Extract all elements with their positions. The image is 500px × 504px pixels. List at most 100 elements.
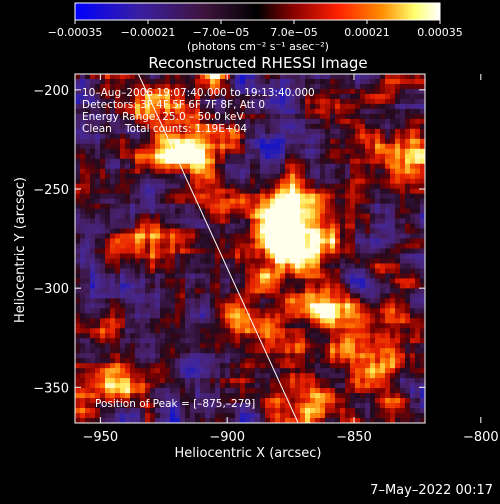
heatmap-cell — [305, 258, 311, 265]
heatmap-cell — [420, 153, 425, 160]
heatmap-cell — [265, 148, 271, 155]
heatmap-cell — [120, 288, 126, 294]
heatmap-cell — [250, 378, 256, 384]
heatmap-cell — [355, 383, 361, 389]
heatmap-cell — [245, 83, 251, 90]
heatmap-cell — [150, 88, 156, 95]
heatmap-cell — [140, 233, 146, 240]
heatmap-cell — [415, 308, 421, 314]
heatmap-cell — [235, 393, 241, 399]
heatmap-cell — [335, 283, 341, 289]
heatmap-cell — [290, 203, 296, 210]
heatmap-cell — [390, 233, 396, 240]
heatmap-cell — [200, 393, 206, 399]
heatmap-cell — [240, 388, 246, 394]
heatmap-cell — [350, 328, 356, 334]
heatmap-cell — [405, 74, 411, 80]
heatmap-cell — [325, 148, 331, 155]
heatmap-cell — [255, 348, 261, 354]
heatmap-cell — [225, 403, 231, 409]
heatmap-cell — [375, 328, 381, 334]
heatmap-cell — [135, 163, 141, 170]
heatmap-cell — [85, 203, 91, 210]
heatmap-cell — [380, 168, 386, 175]
heatmap-cell — [265, 233, 271, 240]
heatmap-cell — [160, 273, 166, 280]
heatmap-cell — [405, 303, 411, 309]
heatmap-cell — [85, 133, 91, 140]
heatmap-cell — [360, 278, 366, 284]
heatmap-cell — [120, 413, 126, 419]
heatmap-cell — [340, 248, 346, 255]
heatmap-cell — [325, 93, 331, 100]
heatmap-cell — [175, 263, 181, 270]
heatmap-cell — [110, 88, 116, 95]
heatmap-cell — [160, 403, 166, 409]
heatmap-cell — [415, 258, 421, 265]
heatmap-cell — [205, 74, 211, 80]
heatmap-cell — [150, 283, 156, 289]
heatmap-cell — [95, 403, 101, 409]
heatmap-cell — [100, 103, 106, 110]
heatmap-cell — [410, 88, 416, 95]
heatmap-cell — [295, 98, 301, 105]
heatmap-cell — [235, 413, 241, 419]
heatmap-cell — [110, 413, 116, 419]
heatmap-cell — [230, 138, 236, 145]
heatmap-cell — [185, 413, 191, 419]
heatmap-cell — [225, 258, 231, 265]
heatmap-cell — [255, 178, 261, 185]
heatmap-cell — [205, 358, 211, 364]
heatmap-cell — [145, 98, 151, 105]
heatmap-cell — [345, 193, 351, 200]
heatmap-cell — [185, 273, 191, 280]
heatmap-cell — [385, 283, 391, 289]
heatmap-cell — [120, 258, 126, 265]
heatmap-cell — [195, 88, 201, 95]
heatmap-cell — [190, 383, 196, 389]
heatmap-cell — [155, 363, 161, 369]
heatmap-cell — [275, 183, 281, 190]
heatmap-cell — [315, 98, 321, 105]
heatmap-cell — [330, 348, 336, 354]
heatmap-cell — [75, 198, 81, 205]
heatmap-cell — [255, 83, 261, 90]
heatmap-cell — [365, 278, 371, 284]
heatmap-cell — [310, 258, 316, 265]
heatmap-cell — [340, 178, 346, 185]
heatmap-cell — [100, 213, 106, 220]
heatmap-cell — [420, 373, 425, 379]
heatmap-cell — [310, 83, 316, 90]
heatmap-cell — [180, 143, 186, 150]
heatmap-cell — [150, 208, 156, 215]
heatmap-cell — [235, 333, 241, 339]
heatmap-cell — [335, 88, 341, 95]
heatmap-cell — [420, 308, 425, 314]
heatmap-cell — [160, 348, 166, 354]
heatmap-cell — [330, 153, 336, 160]
heatmap-cell — [180, 238, 186, 245]
heatmap-cell — [320, 103, 326, 110]
heatmap-cell — [165, 238, 171, 245]
heatmap-cell — [400, 168, 406, 175]
heatmap-cell — [380, 388, 386, 394]
heatmap-cell — [250, 98, 256, 105]
heatmap-cell — [90, 298, 96, 304]
heatmap-cell — [375, 278, 381, 284]
heatmap-cell — [360, 338, 366, 344]
heatmap-cell — [270, 198, 276, 205]
heatmap-cell — [405, 128, 411, 135]
heatmap-cell — [340, 118, 346, 125]
heatmap-cell — [235, 418, 241, 423]
heatmap-cell — [240, 98, 246, 105]
heatmap-cell — [170, 83, 176, 90]
heatmap-cell — [305, 153, 311, 160]
heatmap-cell — [290, 118, 296, 125]
heatmap-cell — [335, 213, 341, 220]
heatmap-cell — [350, 248, 356, 255]
heatmap-cell — [395, 208, 401, 215]
heatmap-cell — [415, 148, 421, 155]
heatmap-cell — [120, 123, 126, 130]
heatmap-cell — [280, 363, 286, 369]
heatmap-cell — [220, 263, 226, 270]
